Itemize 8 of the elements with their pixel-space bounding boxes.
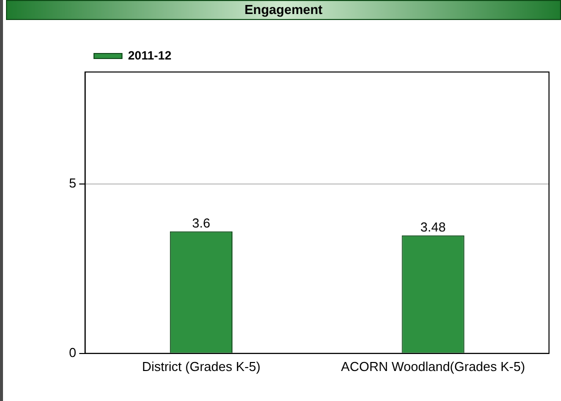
data-label: 3.48 bbox=[420, 219, 446, 234]
x-tick-label: ACORN Woodland(Grades K-5) bbox=[341, 358, 526, 374]
y-tick-label: 0 bbox=[68, 344, 76, 360]
y-tick-label: 5 bbox=[68, 175, 76, 190]
legend-label: 2011-12 bbox=[128, 48, 172, 62]
chart-title: Engagement bbox=[6, 0, 561, 20]
data-label: 3.6 bbox=[192, 215, 210, 230]
x-tick-label: District (Grades K-5) bbox=[142, 358, 260, 374]
